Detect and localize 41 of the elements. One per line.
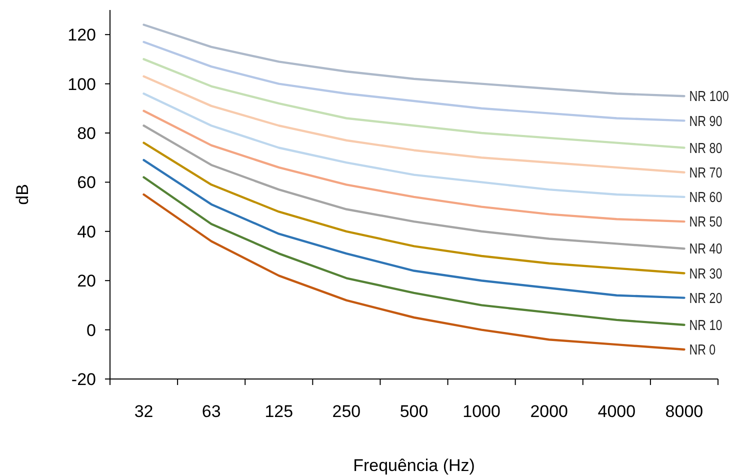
series-label: NR 40 [689, 242, 730, 258]
line-series [142, 92, 686, 198]
y-tick-label: 100 [68, 74, 96, 94]
line-series [142, 75, 686, 174]
line-series [142, 110, 686, 223]
series-label: NR 30 [689, 266, 730, 282]
y-tick-label: 80 [77, 124, 96, 143]
y-tick-label: 0 [86, 320, 96, 340]
x-tick-label: 32 [134, 402, 154, 421]
y-tick-label: 40 [77, 222, 96, 242]
line-series [142, 158, 686, 299]
series-label: NR 80 [689, 140, 730, 157]
line-series [142, 24, 686, 98]
line-series [142, 58, 686, 149]
y-tick-label: 120 [68, 26, 96, 45]
series-label: NR 10 [689, 318, 730, 334]
x-tick-label: 2000 [530, 402, 568, 421]
series-label: NR 50 [689, 214, 730, 231]
series-label: NR 70 [689, 165, 730, 182]
line-series [142, 142, 686, 274]
x-tick-label: 500 [400, 402, 428, 421]
x-tick-label: 63 [202, 402, 221, 421]
series-label: NR 90 [689, 114, 730, 130]
line-series [142, 193, 686, 351]
series-label: NR 100 [689, 89, 738, 106]
series-label: NR 60 [689, 190, 730, 206]
series-label: NR 0 [689, 342, 722, 359]
x-tick-label: 4000 [598, 402, 636, 421]
x-axis-title: Frequência (Hz) [353, 456, 475, 475]
y-axis-title: dB [13, 184, 32, 205]
series-label: NR 20 [689, 290, 730, 307]
line-series [142, 176, 686, 326]
x-tick-label: 8000 [665, 402, 704, 421]
x-tick-label: 1000 [462, 402, 500, 421]
y-tick-label: 60 [77, 173, 96, 192]
y-tick-label: 20 [77, 272, 96, 291]
x-tick-label: 250 [332, 402, 361, 421]
y-tick-label: -20 [71, 370, 96, 389]
line-series [142, 40, 686, 122]
x-tick-label: 125 [264, 402, 294, 421]
line-series [142, 124, 686, 250]
